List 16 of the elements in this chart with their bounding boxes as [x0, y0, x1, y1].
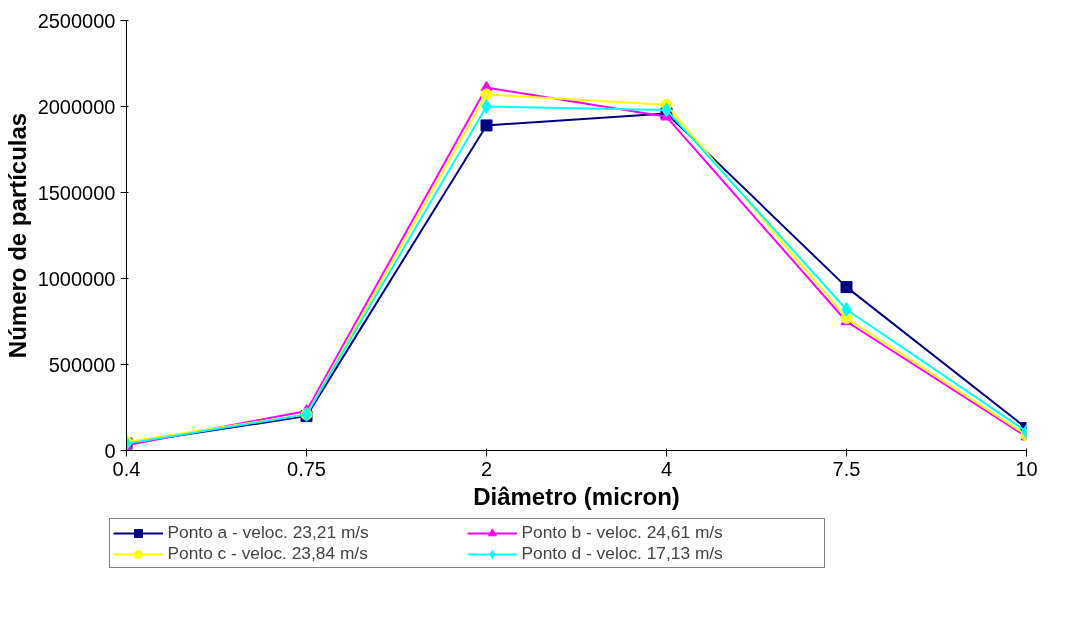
y-tick-label: 1500000 [37, 181, 116, 204]
y-tick-label: 500000 [48, 353, 116, 376]
x-tick-label: 7.5 [832, 457, 861, 480]
x-tick-label: 10 [1015, 457, 1038, 480]
x-tick-label: 0.75 [287, 457, 326, 480]
x-tick-label: 4 [660, 457, 673, 480]
legend-label: Ponto c - veloc. 23,84 m/s [167, 543, 369, 564]
y-tick-label: 1000000 [37, 267, 116, 290]
y-tick-label: 2500000 [37, 9, 116, 32]
y-tick-label: 2000000 [37, 95, 116, 118]
x-tick-label: 2 [480, 457, 493, 480]
x-axis-title: Diâmetro (micron) [473, 482, 680, 510]
y-axis-title: Número de partículas [3, 112, 31, 359]
legend-label: Ponto a - veloc. 23,21 m/s [167, 522, 370, 543]
legend-label: Ponto d - veloc. 17,13 m/s [521, 543, 724, 564]
legend-label: Ponto b - veloc. 24,61 m/s [521, 522, 724, 543]
